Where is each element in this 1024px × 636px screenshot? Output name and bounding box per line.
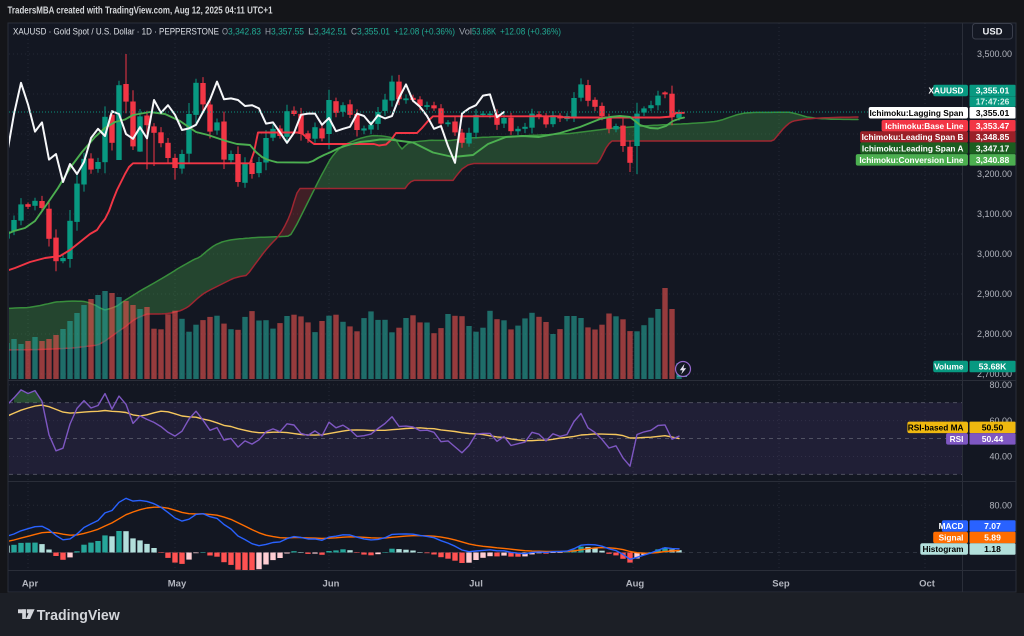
svg-text:RSI: RSI (950, 434, 964, 444)
svg-text:3,342.51: 3,342.51 (314, 26, 347, 36)
svg-text:H: H (265, 26, 271, 36)
svg-text:RSI-based MA: RSI-based MA (908, 422, 964, 432)
svg-text:60.00: 60.00 (989, 416, 1012, 426)
svg-text:3,353.47: 3,353.47 (976, 121, 1010, 131)
svg-text:Aug: Aug (626, 579, 645, 590)
svg-text:80.00: 80.00 (989, 501, 1012, 511)
svg-text:XAUUSD: XAUUSD (928, 86, 963, 96)
svg-text:Apr: Apr (22, 579, 39, 590)
svg-text:Ichimoku:Base Line: Ichimoku:Base Line (885, 121, 964, 131)
svg-text:+12.08 (+0.36%): +12.08 (+0.36%) (394, 26, 455, 36)
svg-text:Vol: Vol (459, 26, 472, 36)
svg-text:3,355.01: 3,355.01 (357, 26, 390, 36)
svg-text:+12.08 (+0.36%): +12.08 (+0.36%) (500, 26, 561, 36)
svg-text:3,355.01: 3,355.01 (976, 108, 1010, 118)
svg-text:3,347.17: 3,347.17 (976, 143, 1010, 153)
svg-text:50.44: 50.44 (982, 434, 1004, 444)
svg-text:TradingView: TradingView (37, 607, 120, 624)
svg-text:3,342.83: 3,342.83 (228, 26, 261, 36)
svg-text:3,355.01: 3,355.01 (976, 86, 1010, 96)
svg-text:53.68K: 53.68K (472, 26, 497, 36)
svg-text:L: L (308, 26, 314, 36)
svg-text:3,357.55: 3,357.55 (271, 26, 304, 36)
svg-text:50.50: 50.50 (982, 422, 1004, 432)
svg-text:40.00: 40.00 (989, 452, 1012, 462)
svg-text:Oct: Oct (919, 579, 936, 590)
svg-text:Volume: Volume (934, 362, 964, 372)
svg-text:Ichimoku:Lagging Span: Ichimoku:Lagging Span (869, 108, 963, 118)
svg-text:Histogram: Histogram (922, 544, 963, 554)
svg-text:Ichimoku:Leading Span A: Ichimoku:Leading Span A (862, 143, 964, 153)
svg-text:XAUUSD · Gold Spot / U.S. Doll: XAUUSD · Gold Spot / U.S. Dollar · 1D · … (13, 26, 219, 36)
svg-text:May: May (168, 579, 187, 590)
svg-text:Jun: Jun (323, 579, 340, 590)
svg-text:3,500.00: 3,500.00 (977, 49, 1012, 59)
svg-text:Signal: Signal (939, 533, 964, 543)
svg-text:3,200.00: 3,200.00 (977, 169, 1012, 179)
svg-text:O: O (222, 26, 228, 36)
svg-text:2,700.00: 2,700.00 (977, 369, 1012, 379)
svg-text:7.07: 7.07 (984, 521, 1001, 531)
svg-text:80.00: 80.00 (989, 380, 1012, 390)
svg-text:5.89: 5.89 (984, 533, 1001, 543)
svg-text:3,100.00: 3,100.00 (977, 209, 1012, 219)
svg-text:Sep: Sep (772, 579, 790, 590)
svg-text:Jul: Jul (469, 579, 483, 590)
svg-text:3,348.85: 3,348.85 (976, 132, 1010, 142)
svg-text:2,800.00: 2,800.00 (977, 329, 1012, 339)
svg-text:TradersMBA created with Tradin: TradersMBA created with TradingView.com,… (8, 6, 273, 17)
svg-text:17:47:26: 17:47:26 (976, 96, 1010, 106)
svg-text:3,340.88: 3,340.88 (976, 155, 1010, 165)
svg-text:C: C (351, 26, 357, 36)
svg-text:USD: USD (982, 26, 1002, 37)
svg-text:Ichimoku:Conversion Line: Ichimoku:Conversion Line (859, 155, 964, 165)
svg-text:Ichimoku:Leading Span B: Ichimoku:Leading Span B (862, 132, 964, 142)
svg-text:2,900.00: 2,900.00 (977, 289, 1012, 299)
svg-text:53.68K: 53.68K (979, 362, 1008, 372)
svg-text:MACD: MACD (939, 521, 964, 531)
svg-text:1.18: 1.18 (984, 544, 1001, 554)
svg-text:3,000.00: 3,000.00 (977, 249, 1012, 259)
